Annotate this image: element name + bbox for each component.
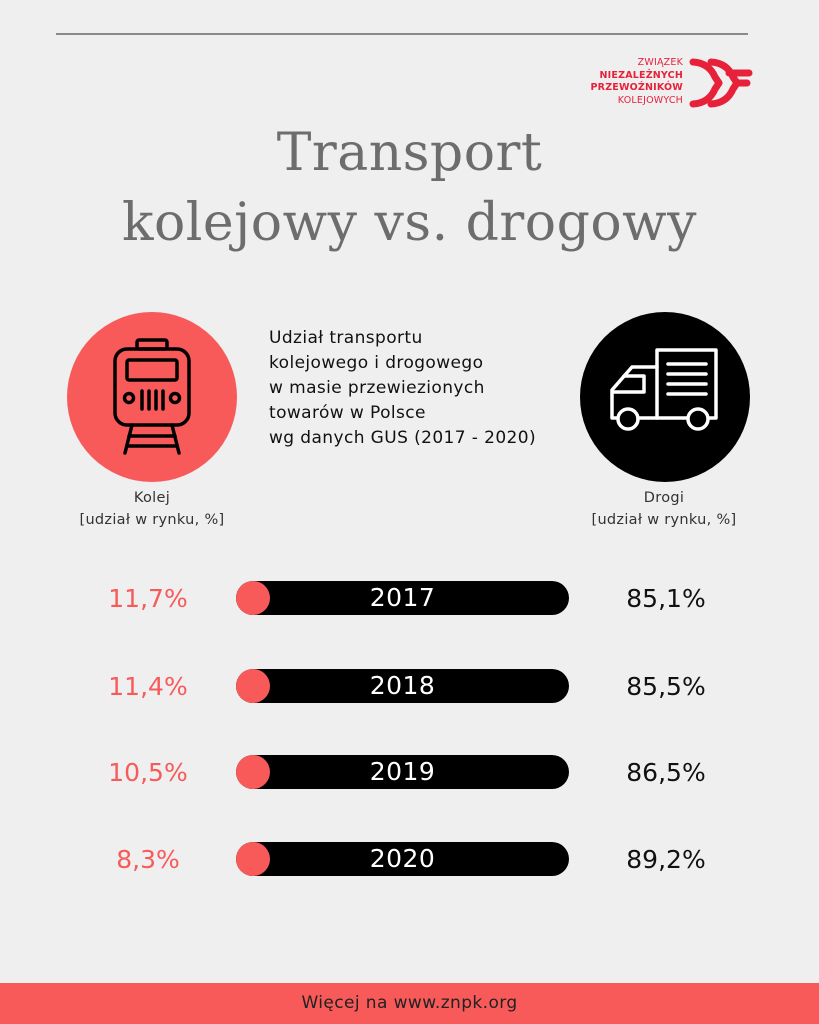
year-label: 2018	[369, 671, 436, 700]
road-column-label: Drogi [udział w rynku, %]	[552, 487, 776, 531]
year-bar: 2018	[236, 669, 569, 703]
data-row-2018: 11,4% 2018 85,5%	[0, 667, 819, 707]
subtitle-line-2: kolejowego i drogowego	[269, 353, 484, 373]
rail-share-value: 11,4%	[108, 672, 188, 701]
road-circle	[580, 312, 750, 482]
znpk-logo-mark-icon	[689, 58, 753, 108]
year-bar: 2019	[236, 755, 569, 789]
data-row-2019: 10,5% 2019 86,5%	[0, 753, 819, 793]
year-label: 2020	[369, 844, 436, 873]
road-share-value: 89,2%	[626, 845, 706, 874]
rail-dot-marker	[236, 581, 270, 615]
logo-text: ZWIĄZEK NIEZALEŻNYCH PRZEWOŹNIKÓW KOLEJO…	[591, 57, 683, 107]
data-row-2020: 8,3% 2020 89,2%	[0, 840, 819, 880]
subtitle-line-3: w masie przewiezionych	[269, 378, 485, 398]
data-row-2017: 11,7% 2017 85,1%	[0, 579, 819, 619]
rail-share-value: 8,3%	[116, 845, 180, 874]
road-label-name: Drogi	[643, 490, 685, 506]
rail-dot-marker	[236, 669, 270, 703]
rail-label-name: Kolej	[133, 490, 171, 506]
footer-link[interactable]: Więcej na www.znpk.org	[0, 983, 819, 1024]
rail-dot-marker	[236, 755, 270, 789]
rail-share-value: 11,7%	[108, 584, 188, 613]
title-line-2: kolejowy vs. drogowy	[121, 193, 698, 253]
page-title: Transport kolejowy vs. drogowy	[0, 118, 819, 258]
logo-line-1: ZWIĄZEK	[637, 57, 683, 68]
rail-dot-marker	[236, 842, 270, 876]
rail-label-unit: [udział w rynku, %]	[79, 512, 225, 528]
year-label: 2019	[369, 757, 436, 786]
year-bar: 2017	[236, 581, 569, 615]
road-label-unit: [udział w rynku, %]	[591, 512, 737, 528]
subtitle-line-5: wg danych GUS (2017 - 2020)	[269, 428, 537, 448]
logo-line-2: NIEZALEŻNYCH	[599, 69, 683, 81]
rail-column-label: Kolej [udział w rynku, %]	[42, 487, 262, 531]
top-divider	[56, 33, 748, 35]
truck-icon	[610, 348, 718, 431]
znpk-logo[interactable]: ZWIĄZEK NIEZALEŻNYCH PRZEWOŹNIKÓW KOLEJO…	[553, 57, 753, 109]
logo-line-4: KOLEJOWYCH	[617, 94, 683, 106]
subtitle-line-1: Udział transportu	[269, 328, 423, 348]
rail-share-value: 10,5%	[108, 758, 188, 787]
year-label: 2017	[369, 583, 436, 612]
rail-circle	[67, 312, 237, 482]
road-share-value: 85,1%	[626, 584, 706, 613]
logo-line-3: PRZEWOŹNIKÓW	[590, 82, 683, 93]
title-line-1: Transport	[276, 123, 543, 183]
road-share-value: 86,5%	[626, 758, 706, 787]
chart-description: Udział transportu kolejowego i drogowego…	[269, 326, 569, 451]
train-icon	[113, 338, 191, 455]
subtitle-line-4: towarów w Polsce	[269, 403, 426, 423]
road-share-value: 85,5%	[626, 672, 706, 701]
year-bar: 2020	[236, 842, 569, 876]
